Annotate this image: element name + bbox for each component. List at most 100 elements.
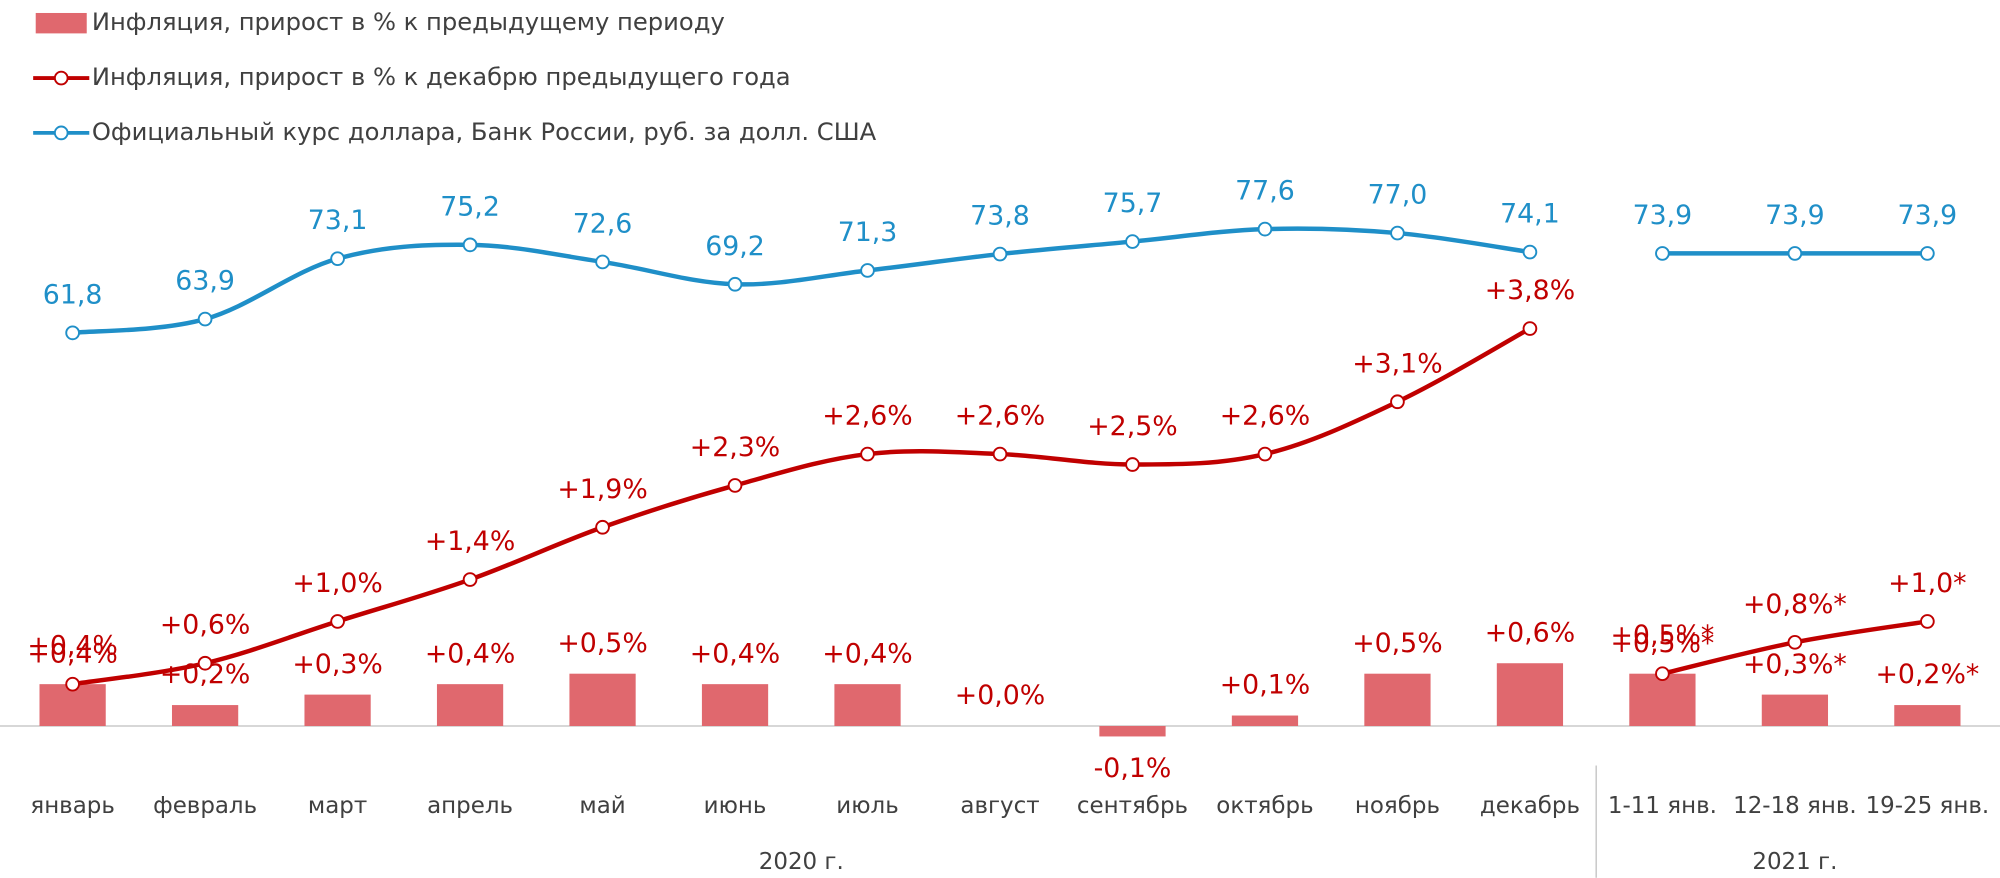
point: [727, 276, 743, 292]
point-label: +1,9%: [557, 474, 647, 505]
point: [65, 325, 80, 341]
point: [1257, 221, 1273, 237]
point: [330, 251, 345, 266]
x-tick-label: декабрь: [1480, 793, 1580, 819]
line: [72, 326, 1532, 687]
point-label: +0,8%*: [1743, 589, 1847, 620]
point-label: 69,2: [705, 231, 765, 262]
point-label: +2,3%: [690, 432, 780, 463]
point: [1522, 321, 1538, 336]
bar: [1629, 673, 1696, 726]
point-label: 61,8: [43, 279, 103, 310]
point-label: 75,2: [440, 191, 500, 222]
point-label: 73,9: [1765, 200, 1825, 231]
bar: [1099, 725, 1166, 737]
legend-marker: [53, 125, 69, 141]
bar: [1894, 705, 1961, 726]
point-label: +2,6%: [1220, 401, 1310, 432]
legend-label: Инфляция, прирост в % к предыдущему пери…: [92, 8, 725, 36]
legend-marker: [53, 70, 69, 86]
point: [1125, 234, 1140, 249]
point-label: 73,9: [1633, 200, 1693, 231]
point: [1920, 614, 1935, 629]
point-label: +2,6%: [822, 401, 912, 432]
x-tick-label: сентябрь: [1077, 793, 1188, 819]
point-label: 77,6: [1235, 176, 1295, 207]
point: [1787, 246, 1803, 261]
point-label: +1,4%: [425, 526, 515, 557]
bar-label: -0,1%: [1094, 753, 1172, 784]
bar-label: +0,6%: [1485, 617, 1575, 648]
bar-label: +0,5%: [1352, 628, 1442, 659]
point-label: 73,9: [1898, 200, 1958, 231]
bar: [834, 684, 901, 726]
bar: [569, 673, 636, 726]
x-tick-label: ноябрь: [1355, 793, 1440, 819]
bar: [1364, 673, 1431, 726]
point-label: 74,1: [1500, 199, 1560, 230]
bar-label: +0,5%: [557, 628, 647, 659]
point-label: 73,1: [308, 205, 368, 236]
x-tick-label: февраль: [153, 793, 257, 819]
point: [1390, 225, 1405, 241]
point: [992, 446, 1008, 462]
point: [595, 254, 610, 270]
bar-label: +0,5%*: [1611, 628, 1715, 659]
point-label: 75,7: [1103, 188, 1163, 219]
legend-label: Инфляция, прирост в % к декабрю предыдущ…: [92, 63, 791, 91]
x-tick-label: июнь: [704, 793, 767, 819]
point: [595, 519, 610, 535]
x-tick-label: май: [579, 793, 625, 819]
point-label: +1,0%: [292, 568, 382, 599]
point: [1522, 244, 1538, 260]
point-label: +3,1%: [1352, 348, 1442, 379]
point: [860, 263, 875, 278]
point-label: +0,5%*: [1611, 620, 1715, 651]
bar-label: +0,4%: [425, 638, 515, 669]
bar-label: +0,4%: [822, 638, 912, 669]
bar: [171, 705, 239, 726]
bar: [1231, 715, 1299, 726]
point: [1257, 446, 1273, 462]
point: [1125, 457, 1140, 472]
point: [992, 246, 1008, 262]
point-label: +0,4%: [27, 631, 117, 662]
bar-label: +0,4%: [27, 638, 117, 669]
point: [330, 614, 345, 629]
point: [860, 446, 875, 462]
x-tick-label: август: [960, 793, 1039, 819]
point: [462, 237, 478, 253]
x-tick-label: июль: [836, 793, 898, 819]
bar: [1761, 694, 1829, 726]
point-label: +0,6%: [160, 610, 250, 641]
group-label: 2020 г.: [759, 849, 844, 875]
point: [65, 676, 80, 692]
bar-label: +0,2%*: [1875, 659, 1979, 690]
point-label: +1,0*: [1888, 568, 1966, 599]
bar-label: +0,1%: [1220, 670, 1310, 701]
bar-label: +0,3%*: [1743, 649, 1847, 680]
x-tick-label: 1-11 янв.: [1608, 793, 1717, 819]
x-tick-label: 19-25 янв.: [1866, 793, 1990, 819]
point: [462, 572, 478, 587]
line: [72, 226, 1531, 336]
point: [727, 478, 743, 493]
point: [197, 311, 213, 327]
x-tick-label: январь: [30, 793, 114, 819]
point-label: +2,6%: [955, 401, 1045, 432]
bar-label: +0,3%: [292, 649, 382, 680]
group-label: 2021 г.: [1752, 849, 1837, 875]
point-label: 63,9: [175, 266, 235, 297]
point-label: 72,6: [573, 208, 633, 239]
bar: [701, 684, 769, 726]
point: [197, 655, 213, 671]
x-tick-label: апрель: [427, 793, 513, 819]
point-label: 71,3: [838, 217, 898, 248]
point-label: +2,5%: [1087, 411, 1177, 442]
x-tick-label: март: [308, 793, 367, 819]
bar: [1496, 663, 1564, 726]
point: [1655, 666, 1670, 682]
bar-label: +0,0%: [955, 680, 1045, 711]
